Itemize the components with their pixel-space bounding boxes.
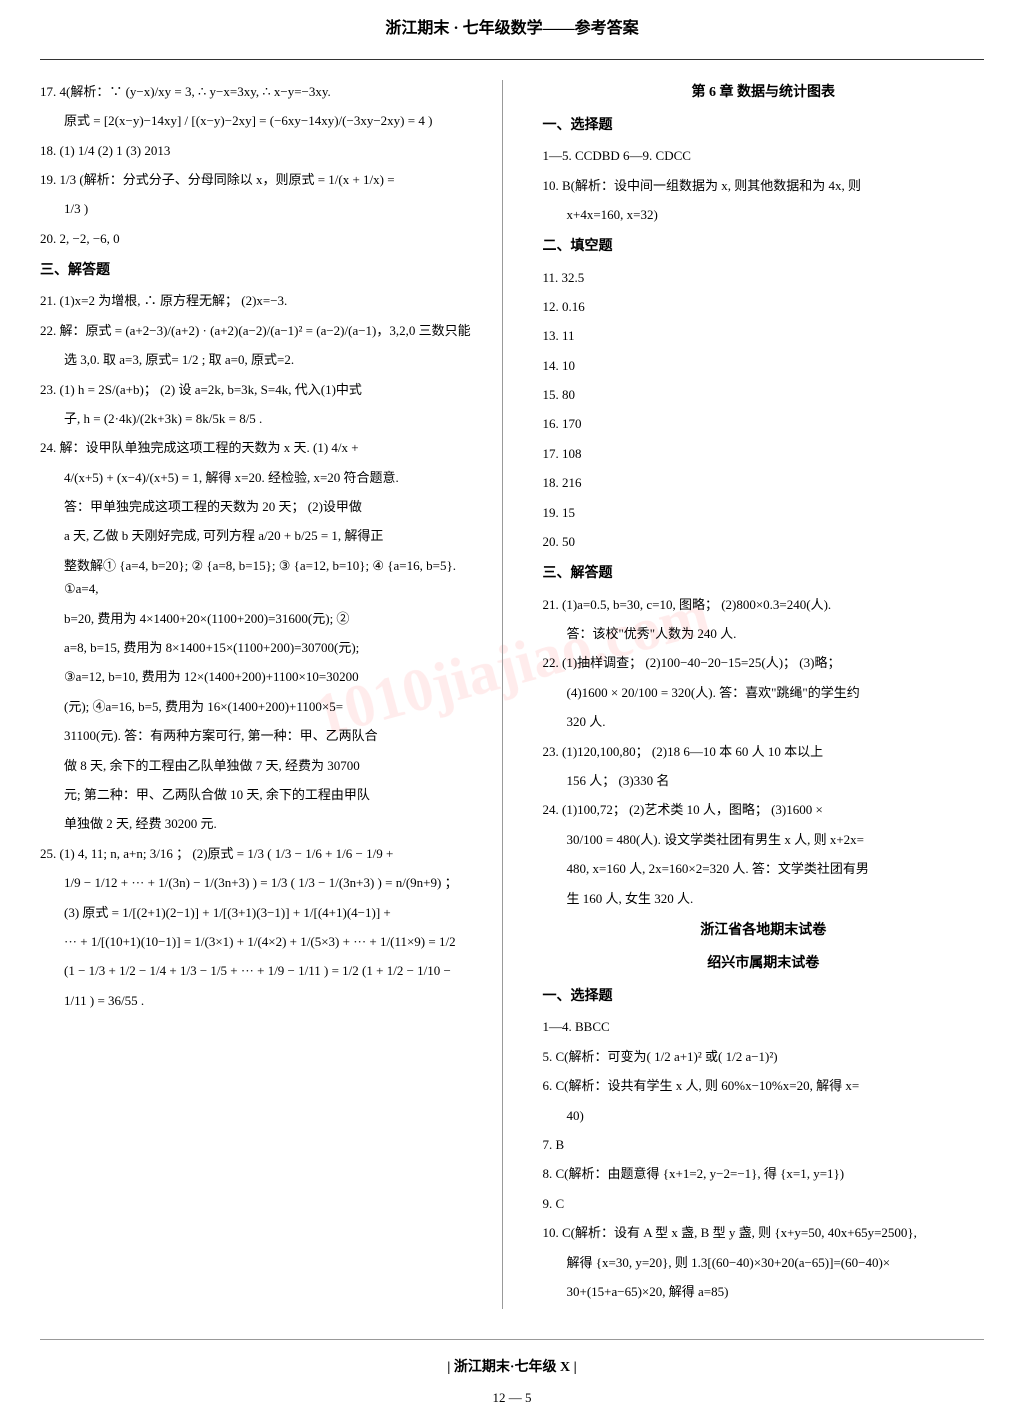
section-heading: 二、填空题 [543,234,985,259]
answer-line: 20. 2, −2, −6, 0 [40,227,482,250]
answer-line: 8. C(解析：由题意得 {x+1=2, y−2=−1}, 得 {x=1, y=… [543,1162,985,1185]
answer-line: a=8, b=15, 费用为 8×1400+15×(1100+200)=3070… [40,636,482,659]
answer-line: ··· + 1/[(10+1)(10−1)] = 1/(3×1) + 1/(4×… [40,930,482,953]
answer-line: (3) 原式 = 1/[(2+1)(2−1)] + 1/[(3+1)(3−1)]… [40,901,482,924]
content-wrapper: 17. 4(解析：∵ (y−x)/xy = 3, ∴ y−x=3xy, ∴ x−… [0,80,1024,1310]
page-footer: | 浙江期末·七年级 X | 12 — 5 [40,1339,984,1424]
answer-line: 17. 4(解析：∵ (y−x)/xy = 3, ∴ y−x=3xy, ∴ x−… [40,80,482,103]
answer-line: (1 − 1/3 + 1/2 − 1/4 + 1/3 − 1/5 + ··· +… [40,959,482,982]
section-heading: 三、解答题 [543,561,985,586]
answer-line: 15. 80 [543,383,985,406]
right-column: 第 6 章 数据与统计图表一、选择题 1—5. CCDBD 6—9. CDCC 10… [533,80,985,1310]
answer-line: 24. (1)100,72； (2)艺术类 10 人，图略； (3)1600 × [543,798,985,821]
answer-line: 生 160 人, 女生 320 人. [543,887,985,910]
answer-line: 21. (1)a=0.5, b=30, c=10, 图略； (2)800×0.3… [543,593,985,616]
page-number: 12 — 5 [40,1386,984,1409]
answer-line: 1/9 − 1/12 + ··· + 1/(3n) − 1/(3n+3) ) =… [40,871,482,894]
answer-line: 解得 {x=30, y=20}, 则 1.3[(60−40)×30+20(a−6… [543,1251,985,1274]
answer-line: a 天, 乙做 b 天刚好完成, 可列方程 a/20 + b/25 = 1, 解… [40,524,482,547]
answer-line: 答：该校"优秀"人数为 240 人. [543,622,985,645]
answer-line: 156 人； (3)330 名 [543,769,985,792]
answer-line: 11. 32.5 [543,266,985,289]
answer-line: 7. B [543,1133,985,1156]
answer-line: (4)1600 × 20/100 = 320(人). 答：喜欢"跳绳"的学生约 [543,681,985,704]
answer-line: 答：甲单独完成这项工程的天数为 20 天； (2)设甲做 [40,495,482,518]
answer-line: ③a=12, b=10, 费用为 12×(1400+200)+1100×10=3… [40,665,482,688]
answer-line: 9. C [543,1192,985,1215]
answer-line: 1/3 ) [40,197,482,220]
answer-line: 22. 解：原式 = (a+2−3)/(a+2) · (a+2)(a−2)/(a… [40,319,482,342]
answer-line: 1—4. BBCC [543,1015,985,1038]
answer-line: 18. (1) 1/4 (2) 1 (3) 2013 [40,139,482,162]
answer-line: 6. C(解析：设共有学生 x 人, 则 60%x−10%x=20, 解得 x= [543,1074,985,1097]
answer-line: 24. 解：设甲队单独完成这项工程的天数为 x 天. (1) 4/x + [40,436,482,459]
answer-line: x+4x=160, x=32) [543,203,985,226]
answer-line: 元; 第二种：甲、乙两队合做 10 天, 余下的工程由甲队 [40,783,482,806]
answer-line: 4/(x+5) + (x−4)/(x+5) = 1, 解得 x=20. 经检验,… [40,466,482,489]
chapter-title: 第 6 章 数据与统计图表 [543,80,985,105]
answer-line: 做 8 天, 余下的工程由乙队单独做 7 天, 经费为 30700 [40,754,482,777]
answer-line: 23. (1)120,100,80； (2)18 6—10 本 60 人 10 … [543,740,985,763]
answer-line: 30/100 = 480(人). 设文学类社团有男生 x 人, 则 x+2x= [543,828,985,851]
answer-line: 5. C(解析：可变为( 1/2 a+1)² 或( 1/2 a−1)²) [543,1045,985,1068]
answer-line: 18. 216 [543,471,985,494]
left-column: 17. 4(解析：∵ (y−x)/xy = 3, ∴ y−x=3xy, ∴ x−… [40,80,503,1310]
answer-line: 1/11 ) = 36/55 . [40,989,482,1012]
answer-line: 25. (1) 4, 11; n, a+n; 3/16 ； (2)原式 = 1/… [40,842,482,865]
answer-line: 19. 15 [543,501,985,524]
answer-line: 10. C(解析：设有 A 型 x 盏, B 型 y 盏, 则 {x+y=50,… [543,1221,985,1244]
answer-line: 30+(15+a−65)×20, 解得 a=85) [543,1280,985,1303]
answer-line: 480, x=160 人, 2x=160×2=320 人. 答：文学类社团有男 [543,857,985,880]
page-header: 浙江期末 · 七年级数学——参考答案 [40,0,984,60]
answer-line: 10. B(解析：设中间一组数据为 x, 则其他数据和为 4x, 则 [543,174,985,197]
answer-line: 16. 170 [543,412,985,435]
answer-line: 12. 0.16 [543,295,985,318]
answer-line: 单独做 2 天, 经费 30200 元. [40,812,482,835]
section-heading: 一、选择题 [543,984,985,1009]
answer-line: 整数解① {a=4, b=20}; ② {a=8, b=15}; ③ {a=12… [40,554,482,601]
answer-line: b=20, 费用为 4×1400+20×(1100+200)=31600(元);… [40,607,482,630]
answer-line: 1—5. CCDBD 6—9. CDCC [543,144,985,167]
answer-line: 子, h = (2·4k)/(2k+3k) = 8k/5k = 8/5 . [40,407,482,430]
answer-line: 31100(元). 答：有两种方案可行, 第一种：甲、乙两队合 [40,724,482,747]
section-heading: 一、选择题 [543,113,985,138]
answer-line: 17. 108 [543,442,985,465]
subtitle: 浙江省各地期末试卷 [543,918,985,943]
subtitle: 绍兴市属期末试卷 [543,951,985,976]
answer-line: 21. (1)x=2 为增根, ∴ 原方程无解； (2)x=−3. [40,289,482,312]
answer-line: (元); ④a=16, b=5, 费用为 16×(1400+200)+1100×… [40,695,482,718]
answer-line: 320 人. [543,710,985,733]
answer-line: 13. 11 [543,324,985,347]
answer-line: 23. (1) h = 2S/(a+b)； (2) 设 a=2k, b=3k, … [40,378,482,401]
answer-line: 原式 = [2(x−y)−14xy] / [(x−y)−2xy] = (−6xy… [40,109,482,132]
answer-line: 40) [543,1104,985,1127]
answer-line: 14. 10 [543,354,985,377]
answer-line: 19. 1/3 (解析：分式分子、分母同除以 x，则原式 = 1/(x + 1/… [40,168,482,191]
answer-line: 22. (1)抽样调查； (2)100−40−20−15=25(人)； (3)略… [543,651,985,674]
answer-line: 选 3,0. 取 a=3, 原式= 1/2 ; 取 a=0, 原式=2. [40,348,482,371]
answer-line: 20. 50 [543,530,985,553]
footer-title: | 浙江期末·七年级 X | [40,1355,984,1380]
section-heading: 三、解答题 [40,258,482,283]
